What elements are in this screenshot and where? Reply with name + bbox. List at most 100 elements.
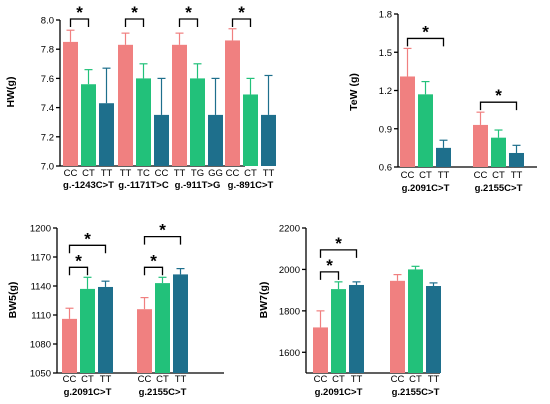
y-axis-label: HW(g) — [5, 77, 17, 108]
bar — [99, 103, 114, 166]
genotype-label: CC — [314, 374, 328, 385]
bar — [243, 94, 258, 166]
bar — [98, 286, 113, 373]
bar — [436, 147, 451, 167]
significance-bracket — [319, 249, 358, 258]
bar — [81, 84, 96, 166]
significance-star: * — [326, 256, 333, 275]
genotype-label: CC — [226, 168, 240, 179]
group-label: g.2091C>T — [402, 183, 450, 194]
bar — [190, 78, 205, 166]
bar — [408, 269, 423, 373]
y-tick-label: 1.5 — [379, 48, 392, 59]
y-tick-label: 7.2 — [41, 132, 54, 143]
genotype-label: CC — [63, 374, 77, 385]
significance-bracket — [406, 37, 445, 47]
genotype-label: CT — [409, 374, 422, 385]
group-label: g.-911T>G — [175, 180, 221, 191]
bar — [313, 327, 328, 373]
bar — [63, 41, 78, 166]
bar — [136, 78, 151, 166]
bar — [331, 289, 346, 373]
genotype-label: CT — [419, 170, 432, 181]
y-tick-label: 1080 — [30, 340, 51, 351]
genotype-label: TT — [175, 374, 187, 385]
genotype-label: CT — [492, 170, 505, 181]
genotype-label: CC — [401, 170, 415, 181]
genotype-label: CT — [244, 168, 257, 179]
bar — [418, 94, 433, 167]
group-label: g.2091C>T — [64, 387, 112, 398]
genotype-label: CT — [156, 374, 169, 385]
significance-star: * — [75, 251, 82, 270]
y-tick-label: 2200 — [279, 224, 300, 235]
bar — [154, 114, 169, 166]
genotype-label: CC — [155, 168, 169, 179]
group-label: g.2155C>T — [475, 183, 523, 194]
genotype-label: CT — [81, 374, 94, 385]
group-label: g.-1243C>T — [63, 180, 114, 191]
significance-star: * — [150, 251, 157, 270]
significance-star: * — [495, 86, 502, 105]
significance-bracket — [143, 235, 182, 245]
y-tick-label: 1140 — [31, 282, 51, 293]
y-tick-label: 1170 — [31, 253, 51, 264]
bar — [155, 283, 170, 373]
genotype-label: TT — [428, 374, 440, 385]
group-label: g.-1171T>C — [118, 180, 169, 191]
genotype-label: TT — [101, 168, 113, 179]
genotype-label: CC — [138, 374, 152, 385]
genotype-label: TC — [137, 168, 150, 179]
group-label: g.2091C>T — [315, 387, 363, 398]
bar — [491, 137, 506, 167]
genotype-label: GG — [208, 168, 223, 179]
y-axis-label: BW5(g) — [7, 282, 19, 319]
genotype-label: TT — [120, 168, 132, 179]
significance-bracket — [178, 18, 199, 27]
significance-star: * — [84, 229, 91, 248]
bar — [400, 76, 415, 167]
group-label: g.-891C>T — [228, 180, 274, 191]
y-tick-label: 7.6 — [41, 74, 54, 85]
significance-star: * — [335, 234, 342, 253]
genotype-label: TT — [263, 168, 275, 179]
significance-star: * — [76, 3, 83, 22]
y-tick-label: 7.0 — [41, 162, 54, 173]
genotype-label: CC — [474, 170, 488, 181]
genotype-label: CC — [391, 374, 405, 385]
significance-bracket — [479, 101, 518, 111]
bar — [390, 280, 405, 373]
y-tick-label: 1.8 — [379, 10, 392, 21]
y-tick-label: 7.4 — [41, 103, 54, 114]
genotype-label: TT — [351, 374, 363, 385]
y-tick-label: 1800 — [279, 306, 300, 317]
y-axis-label: BW7(g) — [258, 282, 270, 319]
significance-bracket — [68, 266, 89, 276]
bar — [426, 286, 441, 373]
bar — [509, 152, 524, 167]
genotype-label: TT — [100, 374, 112, 385]
bar — [80, 288, 95, 373]
significance-star: * — [422, 22, 429, 41]
bar — [261, 114, 276, 166]
chart-panel-2: 0.6 0.9 1.2 1.5 1.8 TeW (g) CC CT TT g.2091C>T * CC… — [348, 10, 537, 194]
bar — [473, 124, 488, 167]
group-label: g.2155C>T — [139, 387, 187, 398]
y-tick-label: 7.8 — [41, 45, 54, 56]
significance-star: * — [159, 221, 166, 240]
chart-panel-1: 7.07.27.47.67.88.0HW(g)CC CT TTg.-1243C>T*… — [5, 3, 276, 191]
significance-star: * — [185, 3, 192, 22]
y-tick-label: 0.6 — [379, 163, 392, 174]
genotype-label: TG — [191, 168, 204, 179]
y-axis-label: TeW (g) — [348, 73, 360, 111]
bar — [208, 114, 223, 166]
chart-panel-4: 1600 1800 2000 2200 BW7(g) CC CT TT g.2091C>T ** C… — [258, 224, 441, 398]
y-tick-label: 1.2 — [379, 86, 392, 97]
y-tick-label: 8.0 — [41, 16, 54, 27]
y-tick-label: 1200 — [30, 224, 51, 235]
genotype-label: TT — [174, 168, 186, 179]
y-tick-label: 1110 — [31, 311, 51, 322]
significance-bracket — [319, 271, 340, 280]
y-tick-label: 1050 — [30, 369, 51, 380]
significance-star: * — [238, 3, 245, 22]
